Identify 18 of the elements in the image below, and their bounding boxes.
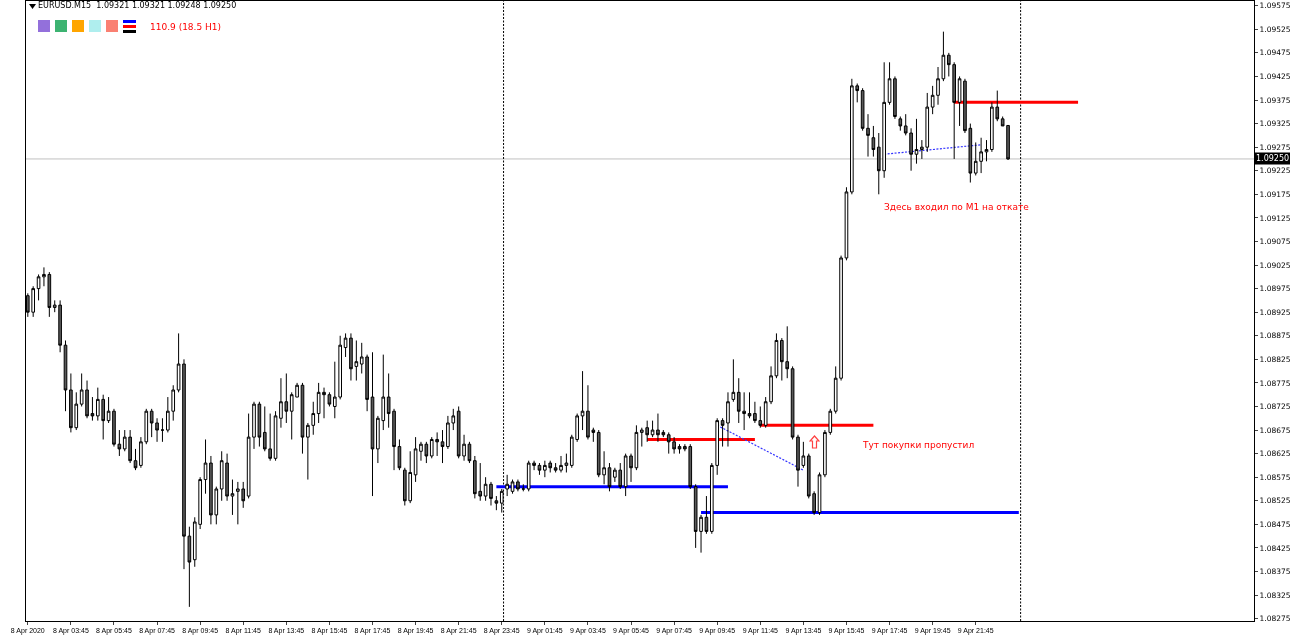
candlestick — [677, 443, 682, 455]
chart-title: EURUSD.M15 1.09321 1.09321 1.09248 1.09250 — [38, 0, 237, 10]
candlestick — [731, 358, 736, 403]
candlestick — [747, 391, 752, 419]
annotation: 110.9 (18.5 H1) — [150, 22, 222, 32]
candlestick — [914, 118, 919, 165]
candlestick — [984, 139, 989, 162]
candlestick — [133, 448, 138, 471]
candlestick — [370, 351, 375, 497]
annotation: Тут покупки пропустил — [862, 440, 975, 450]
candlestick — [898, 116, 903, 132]
candlestick — [871, 125, 876, 158]
candlestick — [440, 429, 445, 464]
candlestick — [160, 417, 165, 443]
ref-line-label: 1.09250 — [1256, 154, 1290, 163]
candlestick — [494, 495, 499, 511]
candlestick — [63, 339, 68, 412]
annotation: Здесь входил по M1 на откате — [884, 202, 1030, 212]
